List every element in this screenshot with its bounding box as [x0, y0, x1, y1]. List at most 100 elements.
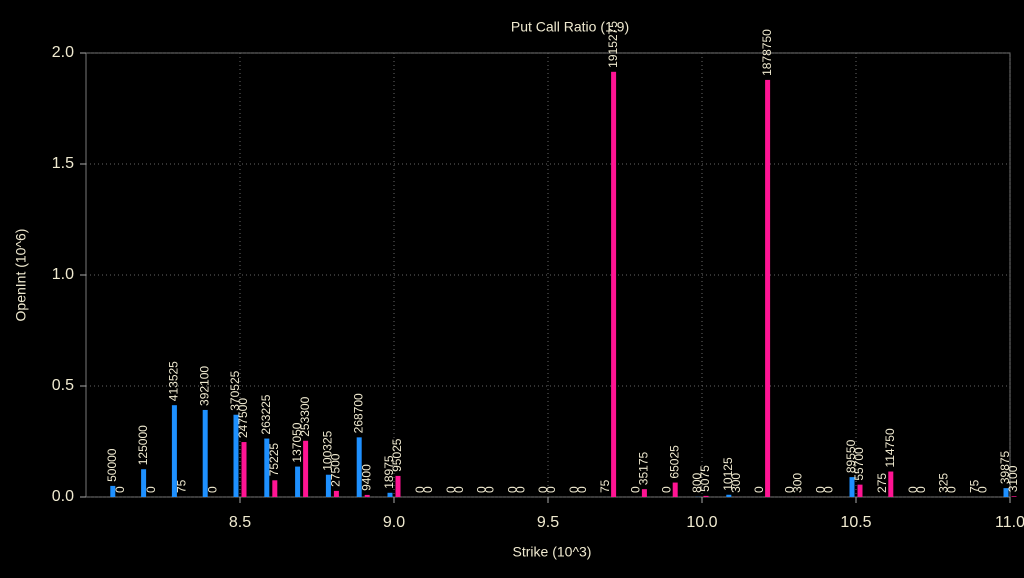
bar [765, 79, 771, 497]
bar [857, 484, 863, 497]
value-label: 300 [791, 473, 805, 493]
x-axis-label: Strike (10^3) [513, 544, 592, 560]
value-label: 55700 [852, 447, 866, 481]
value-label: 800 [690, 472, 704, 492]
value-label: 0 [444, 486, 458, 493]
bar [233, 414, 239, 497]
bar [1011, 496, 1017, 497]
bar [303, 440, 309, 497]
value-label: 0 [945, 486, 959, 493]
x-tick-label: 9.0 [383, 514, 405, 531]
bar [888, 471, 894, 497]
bar [364, 494, 370, 497]
value-label: 0 [575, 486, 589, 493]
value-label: 392100 [197, 366, 211, 406]
bar [672, 482, 678, 497]
value-label: 0 [205, 486, 219, 493]
value-label: 0 [567, 486, 581, 493]
bar [171, 405, 177, 497]
value-label: 75 [967, 479, 981, 493]
value-label: 0 [783, 486, 797, 493]
bar [387, 492, 393, 497]
value-label: 0 [475, 486, 489, 493]
x-tick-label: 9.5 [537, 514, 559, 531]
bar [295, 466, 301, 497]
value-label: 0 [629, 486, 643, 493]
y-tick-label: 1.5 [52, 155, 74, 172]
value-label: 0 [113, 486, 127, 493]
y-tick-label: 2.0 [52, 44, 74, 61]
bar [849, 477, 855, 497]
value-label: 0 [821, 486, 835, 493]
value-label: 27500 [329, 453, 343, 487]
bar [325, 474, 331, 497]
value-label: 75225 [267, 443, 281, 477]
value-label: 1878750 [760, 29, 774, 76]
y-tick-label: 0.5 [52, 377, 74, 394]
value-label: 9400 [359, 464, 373, 491]
bar [1003, 488, 1009, 497]
value-label: 0 [536, 486, 550, 493]
chart-title: Put Call Ratio (1.9) [511, 19, 629, 35]
x-tick-label: 11.0 [995, 514, 1024, 531]
value-label: 0 [513, 486, 527, 493]
y-tick-label: 1.0 [52, 266, 74, 283]
x-tick-label: 10.5 [840, 514, 871, 531]
bar [110, 485, 116, 497]
value-label: 0 [975, 486, 989, 493]
value-label: 300 [729, 473, 743, 493]
bar [356, 437, 362, 497]
value-label: 114750 [883, 428, 897, 467]
value-label: 1915275 [606, 21, 620, 68]
value-label: 0 [544, 486, 558, 493]
y-axis-label: OpenInt (10^6) [13, 229, 29, 322]
value-label: 18975 [382, 455, 396, 489]
x-tick-label: 10.0 [686, 514, 717, 531]
value-label: 65025 [667, 445, 681, 479]
value-label: 0 [906, 486, 920, 493]
value-label: 247500 [236, 398, 250, 438]
value-label: 0 [144, 486, 158, 493]
value-label: 325 [937, 473, 951, 493]
value-label: 125000 [136, 425, 150, 465]
bar [202, 409, 208, 497]
bar [333, 490, 339, 497]
value-label: 0 [452, 486, 466, 493]
y-tick-label: 0.0 [52, 488, 74, 505]
value-label: 35175 [637, 451, 651, 485]
value-label: 0 [659, 486, 673, 493]
bar [395, 475, 401, 497]
bar [726, 494, 732, 497]
value-label: 137050 [290, 422, 304, 462]
value-label: 10125 [721, 457, 735, 491]
x-tick-label: 8.5 [229, 514, 251, 531]
value-label: 89550 [844, 439, 858, 473]
value-label: 75 [598, 479, 612, 493]
value-label: 50000 [105, 448, 119, 482]
value-label: 370525 [228, 370, 242, 410]
bar [611, 71, 617, 497]
value-label: 0 [505, 486, 519, 493]
value-label: 100325 [321, 430, 335, 470]
bar [264, 438, 270, 497]
value-label: 5075 [698, 465, 712, 492]
value-label: 268700 [351, 393, 365, 433]
value-label: 3100 [1006, 465, 1020, 492]
value-label: 95025 [390, 438, 404, 472]
value-label: 263225 [259, 394, 273, 434]
value-label: 0 [413, 486, 427, 493]
value-label: 413525 [167, 361, 181, 401]
bar [641, 489, 647, 497]
value-label: 0 [813, 486, 827, 493]
value-label: 0 [483, 486, 497, 493]
value-label: 0 [914, 486, 928, 493]
bar [141, 469, 147, 497]
value-label: 275 [875, 473, 889, 493]
bar [272, 480, 278, 497]
value-label: 75 [175, 479, 189, 493]
bar [241, 442, 247, 497]
value-label: 253300 [298, 396, 312, 436]
value-label: 0 [752, 486, 766, 493]
bar [703, 495, 709, 497]
